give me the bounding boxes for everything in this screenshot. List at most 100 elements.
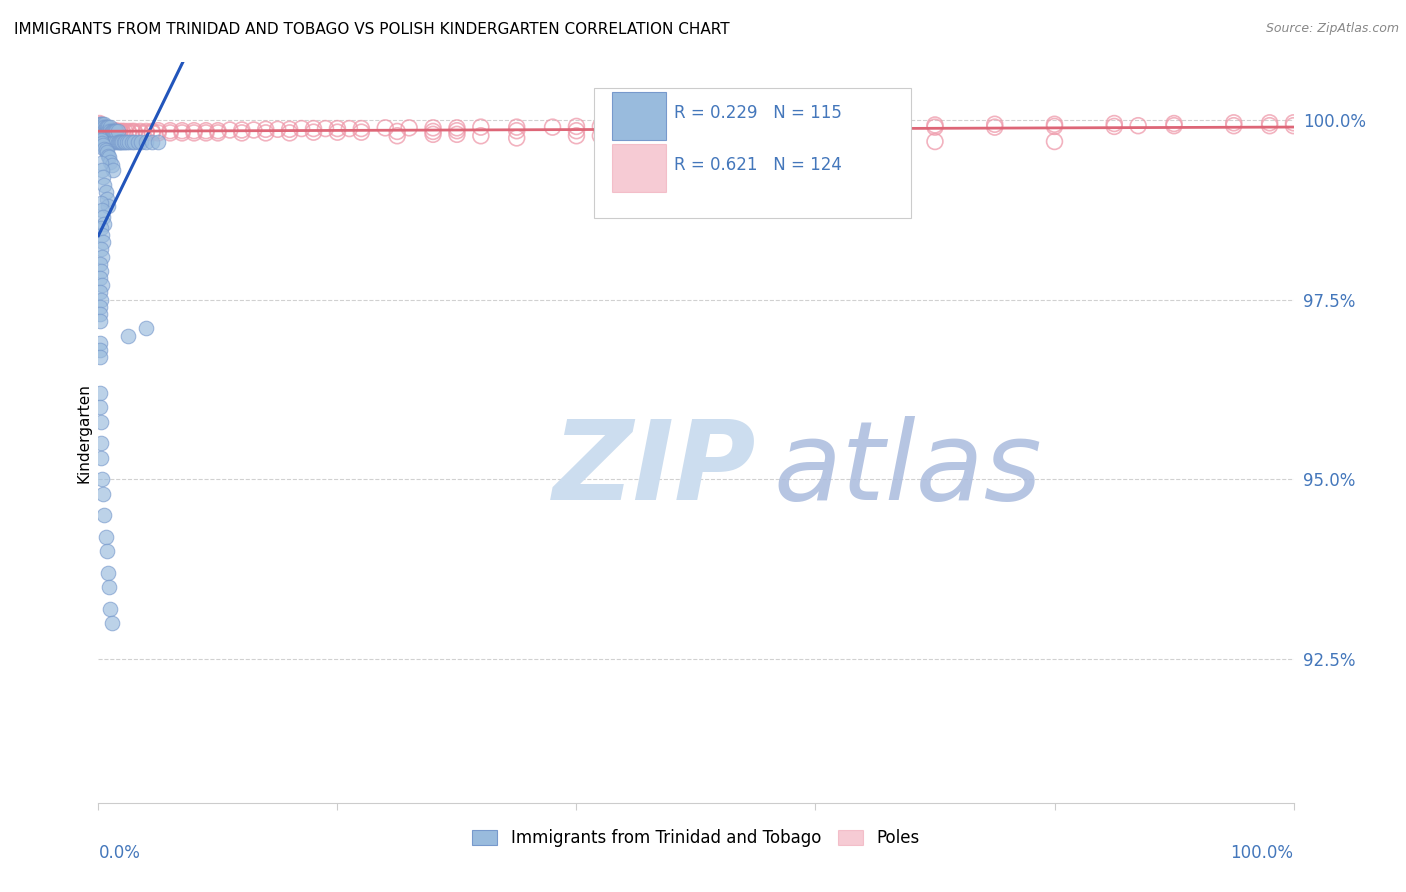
Point [93, 508, 115, 523]
Point [804, 121, 827, 136]
Point [98, 150, 121, 164]
Point [93, 217, 115, 231]
Point [1282, 116, 1305, 130]
Point [141, 124, 163, 138]
Point [97, 124, 120, 138]
Point [110, 135, 132, 149]
Legend: Immigrants from Trinidad and Tobago, Poles: Immigrants from Trinidad and Tobago, Pol… [465, 822, 927, 854]
Point [114, 135, 136, 149]
Point [541, 120, 564, 135]
Point [94, 185, 117, 199]
Point [91, 202, 114, 217]
Point [89, 116, 111, 130]
Point [97, 199, 120, 213]
Point [626, 123, 648, 137]
Point [446, 120, 468, 135]
Point [374, 120, 396, 135]
Point [924, 118, 946, 132]
Point [98, 124, 121, 138]
Point [1163, 116, 1185, 130]
Point [243, 123, 266, 137]
Point [1223, 119, 1246, 133]
Point [100, 135, 122, 149]
Point [91, 486, 114, 500]
Point [107, 135, 129, 149]
Point [104, 124, 127, 138]
Point [108, 124, 131, 138]
Point [89, 386, 111, 401]
Point [127, 135, 149, 149]
Point [278, 126, 301, 140]
Point [124, 124, 146, 138]
Point [94, 143, 117, 157]
Point [117, 124, 139, 138]
Point [565, 124, 588, 138]
Point [104, 124, 127, 138]
Point [98, 601, 122, 615]
Point [1104, 120, 1126, 134]
Text: atlas: atlas [773, 417, 1042, 523]
Point [94, 135, 117, 149]
Point [98, 580, 121, 594]
Point [97, 123, 120, 137]
Point [111, 124, 134, 138]
Text: R = 0.621   N = 124: R = 0.621 N = 124 [675, 155, 842, 174]
Point [96, 145, 118, 160]
Point [93, 116, 115, 130]
Point [101, 163, 124, 178]
Point [89, 307, 111, 321]
Text: 0.0%: 0.0% [98, 844, 141, 862]
Point [90, 293, 112, 307]
Point [254, 126, 277, 140]
Point [804, 119, 827, 133]
Point [90, 264, 112, 278]
Point [107, 124, 129, 138]
Point [89, 128, 111, 142]
Point [101, 125, 124, 139]
Point [626, 120, 648, 134]
Point [117, 126, 139, 140]
Point [984, 120, 1007, 135]
Point [129, 126, 152, 140]
Point [90, 220, 112, 235]
Point [90, 119, 112, 133]
Point [117, 328, 139, 343]
Point [100, 124, 122, 138]
Point [111, 126, 134, 140]
Point [90, 120, 112, 134]
Point [108, 135, 131, 149]
Point [91, 227, 114, 242]
Point [141, 126, 163, 140]
Point [107, 135, 129, 149]
Point [89, 285, 111, 300]
Point [105, 124, 128, 138]
Text: ZIP: ZIP [553, 417, 756, 523]
Point [1128, 119, 1150, 133]
Point [291, 121, 314, 136]
Point [506, 120, 529, 135]
Point [96, 128, 118, 142]
Point [589, 128, 612, 143]
Point [91, 210, 114, 224]
Point [89, 118, 111, 132]
Point [565, 120, 588, 134]
Point [107, 124, 129, 138]
Point [118, 135, 141, 149]
Point [984, 117, 1007, 131]
Point [339, 121, 361, 136]
Point [1043, 117, 1066, 131]
Point [98, 124, 122, 138]
Point [97, 120, 120, 135]
Point [97, 124, 120, 138]
Point [91, 120, 114, 135]
Point [91, 116, 114, 130]
Point [96, 192, 118, 206]
Point [89, 116, 111, 130]
Point [685, 123, 707, 137]
Point [91, 136, 114, 150]
Point [96, 123, 118, 137]
Point [91, 235, 114, 249]
Point [93, 178, 115, 192]
Point [101, 135, 124, 149]
Point [326, 121, 349, 136]
